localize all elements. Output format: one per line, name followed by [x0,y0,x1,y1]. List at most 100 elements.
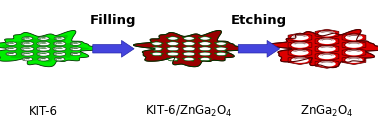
Circle shape [152,47,162,51]
Text: KIT-6/ZnGa$_2$O$_4$: KIT-6/ZnGa$_2$O$_4$ [145,103,233,119]
Circle shape [318,31,336,36]
Circle shape [152,42,162,45]
Polygon shape [269,30,378,68]
Polygon shape [315,44,339,53]
Text: KIT-6: KIT-6 [29,105,58,117]
Circle shape [167,52,179,56]
Circle shape [53,47,66,51]
Circle shape [6,52,17,56]
Polygon shape [182,57,196,61]
Circle shape [168,58,178,61]
Polygon shape [198,46,212,51]
Polygon shape [166,57,180,61]
Polygon shape [342,48,366,57]
Circle shape [200,37,210,40]
Polygon shape [150,41,164,46]
Polygon shape [198,52,212,56]
Polygon shape [0,30,104,67]
Polygon shape [150,52,164,56]
Circle shape [318,61,336,67]
Circle shape [54,57,65,61]
Circle shape [167,42,179,46]
Circle shape [70,47,81,51]
Circle shape [216,52,226,56]
Circle shape [37,52,50,56]
Polygon shape [288,48,312,57]
Text: ZnGa$_2$O$_4$: ZnGa$_2$O$_4$ [300,103,354,119]
Polygon shape [182,52,196,56]
Circle shape [216,47,226,51]
Circle shape [53,42,66,46]
Circle shape [199,42,211,46]
Circle shape [345,57,363,63]
Circle shape [291,35,309,40]
Circle shape [199,52,211,56]
Polygon shape [198,36,212,41]
FancyArrowPatch shape [93,41,134,57]
Circle shape [318,46,336,52]
Circle shape [200,58,210,61]
Polygon shape [214,46,228,51]
Circle shape [6,42,17,45]
Circle shape [70,52,81,56]
Circle shape [318,54,336,59]
Circle shape [291,42,309,48]
Polygon shape [182,41,196,46]
Polygon shape [166,36,180,41]
Polygon shape [288,33,312,42]
Circle shape [21,42,34,46]
Polygon shape [288,56,312,65]
Circle shape [70,42,81,45]
Circle shape [54,37,65,40]
Circle shape [53,52,66,56]
Polygon shape [166,41,180,46]
Circle shape [168,37,178,40]
Polygon shape [342,41,366,49]
FancyArrowPatch shape [238,41,280,57]
Circle shape [216,42,226,45]
Circle shape [37,47,50,51]
Circle shape [184,37,194,40]
Polygon shape [214,41,228,46]
Polygon shape [2,35,89,62]
Circle shape [345,50,363,55]
Circle shape [184,57,194,61]
Polygon shape [133,30,250,67]
Polygon shape [198,57,212,61]
Circle shape [291,50,309,55]
Polygon shape [198,41,212,46]
Polygon shape [288,41,312,49]
Text: Etching: Etching [231,14,287,27]
Circle shape [318,38,336,44]
Polygon shape [166,46,180,51]
Polygon shape [315,59,339,68]
Circle shape [183,42,195,46]
Circle shape [38,57,49,61]
Polygon shape [315,29,339,38]
Polygon shape [166,52,180,56]
Circle shape [291,57,309,63]
Polygon shape [315,37,339,46]
Circle shape [22,57,33,61]
Circle shape [152,52,162,56]
Circle shape [21,52,34,56]
Circle shape [38,37,49,40]
Circle shape [37,41,50,46]
Polygon shape [315,52,339,61]
Polygon shape [342,56,366,65]
Polygon shape [182,46,196,51]
Polygon shape [182,36,196,41]
Text: Filling: Filling [90,14,137,27]
Circle shape [345,35,363,40]
Circle shape [167,47,179,51]
Polygon shape [150,46,164,51]
Polygon shape [214,52,228,56]
Circle shape [199,47,211,51]
Circle shape [21,47,34,51]
Circle shape [345,42,363,48]
Circle shape [183,47,195,51]
Circle shape [6,47,17,51]
Circle shape [22,37,33,40]
Circle shape [183,52,195,56]
Polygon shape [342,33,366,42]
